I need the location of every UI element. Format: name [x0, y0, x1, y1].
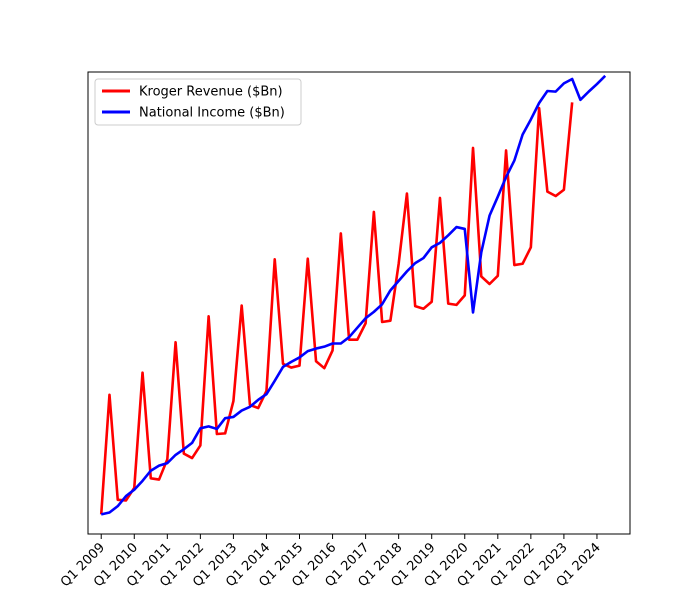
series-line-kroger-revenue-bn [99, 102, 574, 515]
legend-box [94, 78, 302, 126]
series-layer [99, 74, 607, 516]
plot-area-frame [87, 71, 631, 535]
legend-label-national-income: National Income ($Bn) [139, 106, 285, 121]
legend-label-kroger-revenue: Kroger Revenue ($Bn) [139, 85, 283, 100]
series-line-national-income-bn [100, 74, 607, 516]
legend: Kroger Revenue ($Bn) National Income ($B… [94, 78, 302, 126]
